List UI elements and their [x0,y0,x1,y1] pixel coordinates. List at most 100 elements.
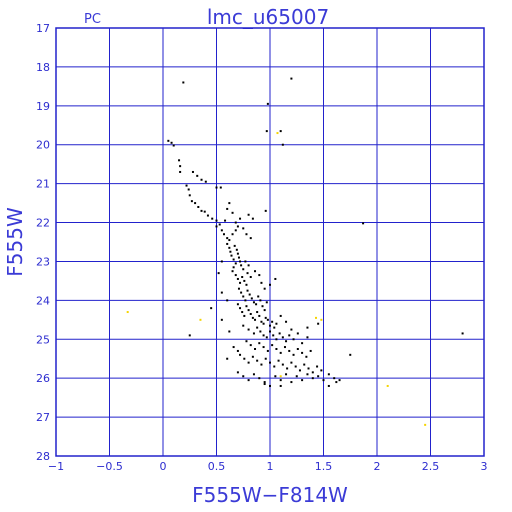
star-point [200,209,203,212]
star-point [260,363,263,366]
star-point [215,219,218,222]
star-point [262,322,265,325]
star-point [266,349,269,352]
star-point [283,346,286,349]
star-point [241,276,244,279]
star-point [239,307,242,310]
x-tick-labels: −1 −0.5 0 0.5 1 1.5 2 2.5 3 [48,460,488,473]
star-point [295,375,298,378]
star-point [249,237,252,240]
y-tick-label: 27 [36,411,50,424]
star-point [252,301,255,304]
star-point [242,375,245,378]
star-point [245,283,248,286]
star-point [271,344,274,347]
star-point [242,324,245,327]
star-point [239,217,242,220]
highlight-point [126,311,129,314]
star-point [232,266,235,269]
star-point [285,340,288,343]
star-point [226,357,229,360]
star-point [266,102,269,105]
star-point [311,377,314,380]
star-point [240,291,243,294]
star-point [188,334,191,337]
star-point [239,260,242,263]
star-point [206,214,209,217]
x-tick-label: 0.5 [208,460,226,473]
star-point [279,351,282,354]
star-point [333,377,336,380]
star-point [228,202,231,205]
star-point [279,314,282,317]
star-point [245,340,248,343]
star-point [275,348,278,350]
star-point [247,309,250,312]
star-point [264,357,267,360]
star-point [239,281,242,284]
data-points [126,77,464,426]
star-point [246,272,249,275]
star-point [256,311,259,314]
star-point [262,346,265,349]
corner-label: PC [84,12,101,27]
y-tick-label: 26 [36,372,50,385]
star-point [279,379,282,382]
y-tick-label: 28 [36,450,50,463]
star-point [320,369,323,372]
star-point [327,373,330,376]
star-point [338,379,341,382]
star-point [273,326,276,329]
star-point [236,252,239,255]
highlight-point [320,318,323,321]
star-point [264,316,267,319]
star-point [262,334,265,337]
star-point [239,353,242,356]
star-point [281,336,284,339]
star-point [190,200,193,203]
star-point [220,229,223,232]
star-point [232,258,235,261]
star-point [218,223,221,226]
star-point [170,141,173,144]
star-point [322,379,325,382]
star-point [247,379,250,382]
star-point [215,186,218,189]
y-tick-label: 17 [36,22,50,35]
star-point [234,229,237,232]
star-point [226,237,229,240]
star-point [243,314,246,317]
star-point [307,367,310,370]
star-point [301,342,304,345]
star-point [240,264,243,267]
star-point [235,248,238,251]
highlight-point [315,316,318,319]
star-point [167,139,170,142]
x-tick-label: −1 [48,460,64,473]
star-point [226,242,229,245]
star-point [294,365,297,368]
highlight-point [424,423,427,426]
star-point [260,320,263,323]
star-point [247,213,250,216]
star-point [279,130,282,133]
star-point [269,361,271,364]
star-point [226,207,229,210]
star-point [254,270,257,273]
star-point [274,277,277,280]
star-point [263,381,266,384]
highlight-point [199,318,202,321]
star-point [247,361,250,364]
x-tick-label: 2 [374,460,381,473]
x-tick-label: −0.5 [96,460,123,473]
star-point [305,355,308,358]
star-point [237,287,240,290]
chart-title: lmc_u65007 [207,5,329,29]
star-point [362,222,365,225]
star-point [178,159,181,162]
star-point [298,369,301,372]
star-point [265,336,268,339]
star-point [217,272,220,275]
star-point [234,262,237,265]
star-point [258,314,261,317]
